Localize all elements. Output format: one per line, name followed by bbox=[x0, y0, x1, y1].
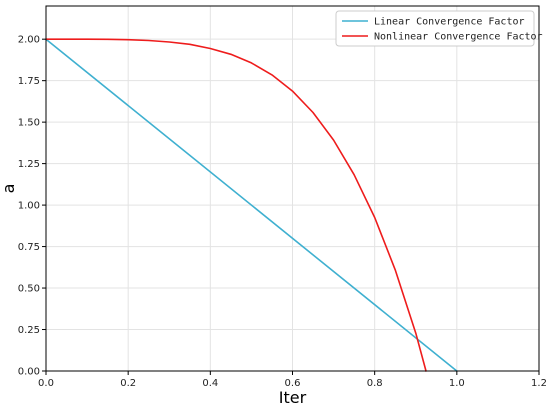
legend-label-linear: Linear Convergence Factor bbox=[374, 17, 525, 28]
x-tick-label: 0.0 bbox=[38, 378, 54, 389]
x-tick-label: 0.6 bbox=[285, 378, 301, 389]
grid bbox=[45, 6, 540, 372]
y-tick-label: 0.75 bbox=[18, 242, 40, 253]
y-tick-label: 0.25 bbox=[18, 325, 40, 336]
x-tick-label: 0.2 bbox=[120, 378, 136, 389]
y-tick-label: 2.00 bbox=[18, 35, 40, 46]
x-tick-label: 1.0 bbox=[449, 378, 465, 389]
y-tick-label: 0.50 bbox=[18, 284, 40, 295]
legend: Linear Convergence Factor Nonlinear Conv… bbox=[335, 10, 543, 47]
legend-label-nonlinear: Nonlinear Convergence Factor bbox=[374, 32, 543, 43]
ticks: 0.0 0.2 0.4 0.6 0.8 1.0 1.2 0.00 0.25 0.50 0.75 1.0… bbox=[18, 35, 547, 389]
x-tick-label: 0.4 bbox=[202, 378, 218, 389]
x-axis-label: Iter bbox=[279, 388, 307, 407]
linear-convergence-line bbox=[45, 38, 458, 372]
x-tick-label: 0.8 bbox=[367, 378, 383, 389]
x-tick-label: 1.2 bbox=[531, 378, 547, 389]
y-tick-label: 1.25 bbox=[18, 159, 40, 170]
y-tick-label: 1.75 bbox=[18, 76, 40, 87]
legend-box bbox=[335, 10, 535, 47]
y-tick-label: 1.00 bbox=[18, 201, 40, 212]
y-axis-label: a bbox=[0, 184, 18, 194]
nonlinear-convergence-line bbox=[45, 38, 427, 372]
series-layer bbox=[45, 38, 458, 372]
y-tick-label: 0.00 bbox=[18, 367, 40, 378]
y-tick-label: 1.50 bbox=[18, 118, 40, 129]
